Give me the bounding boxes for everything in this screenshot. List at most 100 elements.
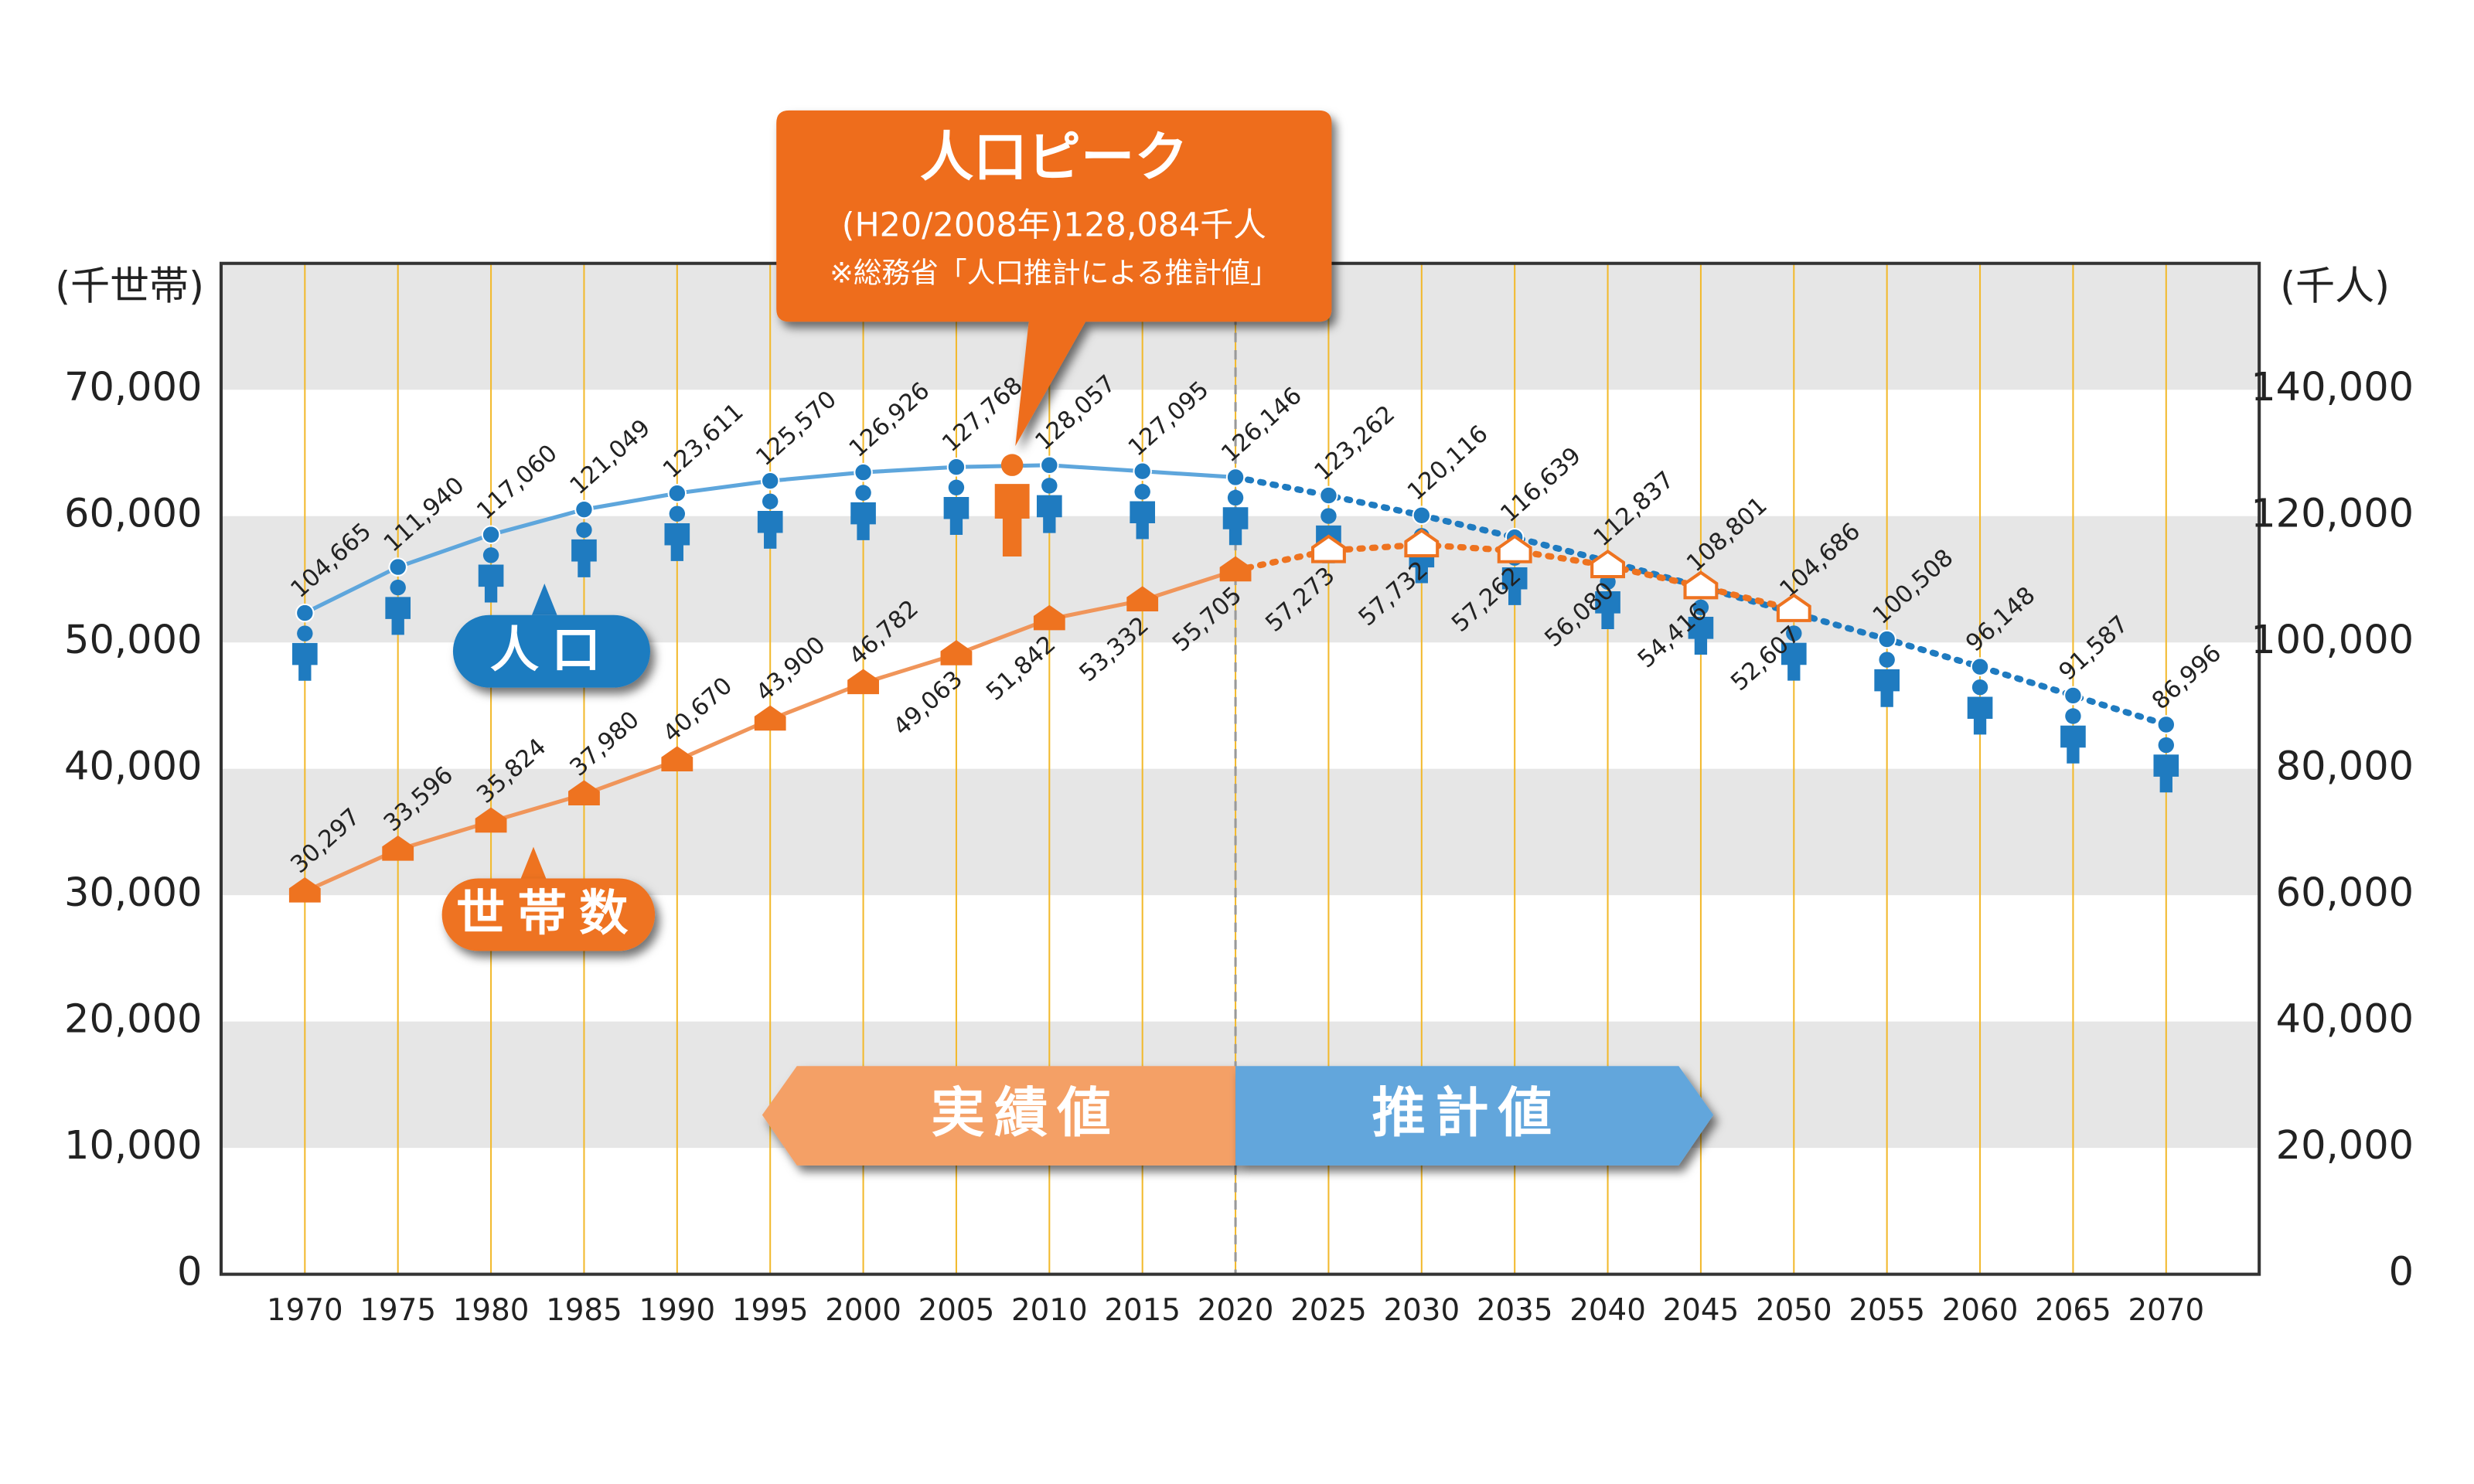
house <box>1497 534 1532 563</box>
value-label: 86,996 <box>2147 640 2227 716</box>
person-body <box>1130 501 1156 539</box>
x-tick-label: 2060 <box>1942 1293 2019 1328</box>
person-head <box>1227 489 1244 506</box>
y2-tick-label: 120,000 <box>2251 492 2414 537</box>
house <box>1590 549 1625 579</box>
point <box>1319 485 1338 505</box>
actual-banner <box>762 1066 1236 1166</box>
person-head <box>482 547 499 563</box>
peak-person <box>994 484 1030 556</box>
point <box>760 471 780 491</box>
y2-tick-label: 40,000 <box>2276 997 2414 1043</box>
person-head <box>297 625 313 642</box>
person-head <box>1320 508 1337 524</box>
point <box>946 457 966 477</box>
person-head <box>1786 625 1802 642</box>
x-tick-label: 2045 <box>1663 1293 1740 1328</box>
x-tick-label: 2055 <box>1849 1293 1925 1328</box>
person-body <box>385 597 411 635</box>
house <box>1776 593 1811 622</box>
period-label: 実績値 <box>931 1083 1120 1145</box>
person-head <box>762 493 779 509</box>
person-body <box>478 564 504 603</box>
house <box>1126 586 1159 612</box>
callout-label: (H20/2008年)128,084千人 <box>842 206 1266 244</box>
legend-badge <box>441 878 656 951</box>
y2-tick-label: 140,000 <box>2251 365 2414 410</box>
grid-band <box>220 768 2260 896</box>
y2-tick-label: 0 <box>2389 1250 2414 1295</box>
callout-note: ※総務省「人口推計による推計値」 <box>830 257 1278 290</box>
legend-pointer <box>531 583 557 615</box>
x-tick-label: 2040 <box>1569 1293 1646 1328</box>
person-head <box>576 522 592 538</box>
y-unit-label: (千世帯) <box>55 264 204 309</box>
legend-pointer <box>520 846 547 879</box>
person-head <box>669 505 686 522</box>
value-label: 125,570 <box>751 386 842 471</box>
person-body <box>1781 642 1807 681</box>
person-head <box>1041 478 1058 494</box>
person-body <box>850 502 876 540</box>
x-tick-label: 2065 <box>2035 1293 2111 1328</box>
point <box>854 462 873 482</box>
person-head <box>390 579 406 596</box>
person-body <box>1874 669 1900 707</box>
person-head <box>1971 679 1988 696</box>
y2-tick-label: 20,000 <box>2276 1123 2414 1169</box>
person-head <box>2065 708 2081 724</box>
x-tick-label: 2000 <box>825 1293 901 1328</box>
peak-point <box>1000 454 1024 476</box>
person-body <box>943 496 969 535</box>
x-tick-label: 1985 <box>546 1293 622 1328</box>
person-body <box>2153 754 2179 793</box>
x-tick-label: 2010 <box>1011 1293 1088 1328</box>
value-label: 126,146 <box>1216 383 1307 468</box>
x-tick-label: 2025 <box>1290 1293 1367 1328</box>
household-marker: 49,063 <box>888 640 973 741</box>
y-tick-label: 10,000 <box>64 1123 202 1169</box>
value-label: 116,639 <box>1496 442 1586 528</box>
house <box>661 746 693 772</box>
house <box>1310 534 1346 563</box>
point <box>1970 657 1990 676</box>
legend-label: 世帯数 <box>456 884 641 941</box>
callout-title: 人口ピーク <box>920 127 1188 189</box>
x-tick-label: 2035 <box>1477 1293 1553 1328</box>
x-tick-label: 1980 <box>453 1293 530 1328</box>
y-tick-label: 30,000 <box>64 870 202 916</box>
x-tick-label: 2020 <box>1198 1293 1274 1328</box>
house <box>1683 570 1719 600</box>
callout <box>776 110 1332 447</box>
value-label: 121,049 <box>565 414 656 500</box>
x-tick-label: 1970 <box>267 1293 343 1328</box>
y2-tick-label: 60,000 <box>2276 870 2414 916</box>
person-body <box>1967 696 1993 735</box>
person-head <box>1692 599 1709 615</box>
point <box>667 483 687 503</box>
house <box>754 705 786 731</box>
house <box>568 780 600 805</box>
point <box>2156 715 2176 734</box>
y-tick-label: 20,000 <box>64 997 202 1043</box>
person-head <box>2158 737 2174 754</box>
period-label: 推計値 <box>1372 1083 1562 1145</box>
house <box>1033 604 1065 631</box>
value-label: 123,611 <box>658 398 748 484</box>
x-tick-label: 1990 <box>639 1293 716 1328</box>
y2-tick-label: 80,000 <box>2276 744 2414 790</box>
household-marker: 43,900 <box>751 631 831 731</box>
person-head <box>948 479 965 495</box>
y-tick-label: 40,000 <box>64 744 202 790</box>
y-tick-label: 50,000 <box>64 618 202 663</box>
house <box>475 807 507 833</box>
point <box>481 525 501 544</box>
projection-banner <box>1235 1066 1714 1166</box>
value-label: 123,262 <box>1310 400 1400 486</box>
point <box>1877 629 1896 649</box>
point <box>574 499 594 519</box>
house <box>940 640 973 665</box>
household-marker: 40,670 <box>658 672 738 772</box>
point <box>295 603 315 623</box>
